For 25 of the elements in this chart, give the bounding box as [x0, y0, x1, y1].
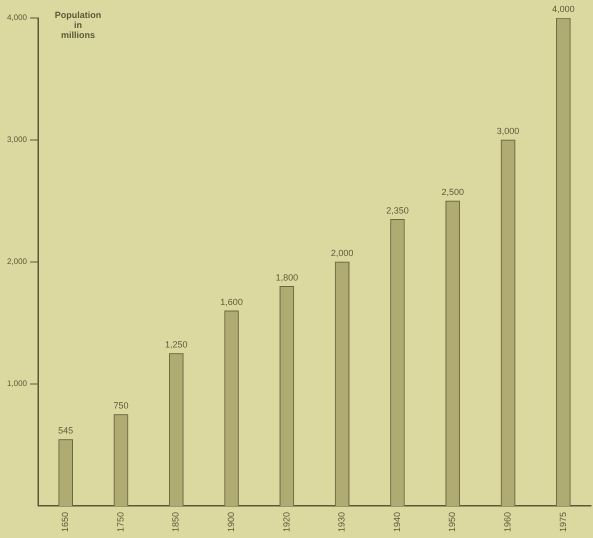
y-tick-label: 1,000: [6, 379, 28, 388]
x-tick-label: 1850: [170, 512, 181, 532]
data-label: 2,350: [386, 205, 409, 216]
y-tick-label: 2,000: [6, 257, 28, 266]
x-tick-label: 1920: [281, 512, 292, 532]
data-label: 1,250: [165, 339, 188, 350]
y-tick-label: 4,000: [6, 13, 28, 22]
data-label: 2,000: [330, 248, 354, 258]
data-label: 750: [113, 400, 128, 410]
data-label: 4,000: [552, 4, 575, 14]
x-tick-label: 1750: [115, 512, 126, 532]
data-label: 2,500: [441, 186, 464, 197]
data-label: 3,000: [496, 126, 520, 136]
x-tick-label: 1960: [502, 512, 513, 532]
x-tick-label: 1940: [392, 512, 402, 532]
data-label: 1,800: [276, 272, 298, 282]
data-label: 1,600: [220, 296, 243, 307]
y-axis-title: Population in millions: [54, 10, 102, 40]
y-tick-label: 3,000: [6, 135, 28, 144]
x-tick-label: 1900: [226, 512, 236, 532]
x-tick-label: 1650: [60, 512, 70, 532]
x-tick-label: 1950: [447, 512, 458, 532]
x-tick-label: 1930: [336, 512, 347, 532]
data-label: 545: [58, 425, 74, 436]
x-tick-label: 1975: [558, 512, 568, 532]
